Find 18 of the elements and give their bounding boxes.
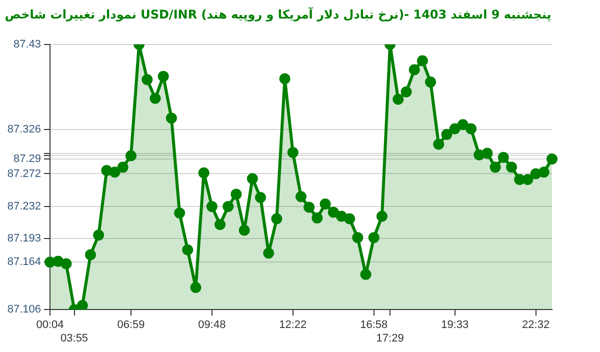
y-tick-label: 87.29 bbox=[13, 153, 41, 166]
x-tick-label: 19:33 bbox=[441, 319, 469, 332]
x-tick-label: 17:29 bbox=[376, 332, 404, 344]
y-tick-label: 87.232 bbox=[7, 200, 41, 212]
x-tick-label: 06:59 bbox=[117, 319, 145, 332]
x-tick-label: 09:48 bbox=[198, 319, 226, 332]
x-tick-label: 16:58 bbox=[360, 319, 388, 332]
x-tick-label: 03:55 bbox=[60, 332, 88, 344]
y-tick-label: 87.326 bbox=[7, 124, 41, 136]
x-tick-label: 22:32 bbox=[522, 319, 550, 332]
x-tick-label: 12:22 bbox=[279, 319, 307, 332]
y-tick-label: 87.193 bbox=[7, 232, 41, 244]
x-tick-label: 00:04 bbox=[36, 319, 64, 332]
y-tick-label: 87.272 bbox=[7, 168, 41, 180]
chart-title: نمودار تغییرات شاخص USD/INR (نرخ تبادل دلار آمریکا و روپیه هند)- پنجشنبه 9 اسفند 1403 bbox=[4, 6, 552, 22]
y-tick-label: 87.164 bbox=[7, 256, 41, 268]
y-tick-label: 87.43 bbox=[13, 38, 41, 50]
y-tick-label: 87.106 bbox=[7, 304, 41, 316]
